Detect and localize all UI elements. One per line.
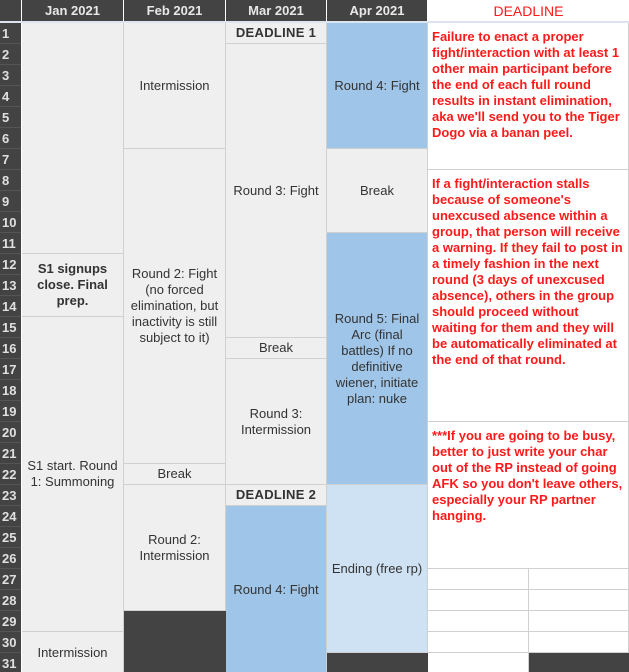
deadline-note[interactable]: Failure to enact a proper fight/interact… — [428, 23, 629, 170]
row-number[interactable]: 2 — [0, 44, 21, 65]
empty-cell[interactable] — [529, 632, 629, 653]
header-jan[interactable]: Jan 2021 — [22, 0, 123, 21]
mar-cell[interactable]: DEADLINE 1 — [226, 23, 327, 44]
empty-cell[interactable] — [428, 653, 529, 672]
row-number[interactable]: 28 — [0, 590, 21, 611]
row-number[interactable]: 17 — [0, 359, 21, 380]
mar-cell[interactable]: DEADLINE 2 — [226, 485, 327, 506]
row-number[interactable]: 16 — [0, 338, 21, 359]
row-number[interactable]: 14 — [0, 296, 21, 317]
feb-cell[interactable]: Round 2: Intermission — [124, 485, 226, 611]
row-number[interactable]: 18 — [0, 380, 21, 401]
empty-cell[interactable] — [529, 611, 629, 632]
empty-cell[interactable] — [529, 653, 629, 672]
row-number[interactable]: 30 — [0, 632, 21, 653]
row-number[interactable]: 8 — [0, 170, 21, 191]
row-number[interactable]: 7 — [0, 149, 21, 170]
jan-cell[interactable]: Intermission — [22, 632, 124, 672]
row-number[interactable]: 24 — [0, 506, 21, 527]
header-divider — [0, 21, 629, 23]
row-number[interactable]: 19 — [0, 401, 21, 422]
empty-cell[interactable] — [529, 590, 629, 611]
apr-cell[interactable]: Round 5: Final Arc (final battles) If no… — [327, 233, 428, 485]
row-number[interactable]: 20 — [0, 422, 21, 443]
apr-cell[interactable]: Ending (free rp) — [327, 485, 428, 653]
header-feb[interactable]: Feb 2021 — [124, 0, 225, 21]
row-number[interactable]: 26 — [0, 548, 21, 569]
deadline-note[interactable]: ***If you are going to be busy, better t… — [428, 422, 629, 569]
row-number[interactable]: 15 — [0, 317, 21, 338]
jan-cell[interactable]: S1 start. Round 1: Summoning — [22, 317, 124, 632]
header-mar[interactable]: Mar 2021 — [226, 0, 326, 21]
mar-cell[interactable]: Break — [226, 338, 327, 359]
row-number[interactable]: 11 — [0, 233, 21, 254]
row-number[interactable]: 31 — [0, 653, 21, 672]
row-number[interactable]: 5 — [0, 107, 21, 128]
apr-cell[interactable]: Round 4: Fight — [327, 23, 428, 149]
deadline-note[interactable]: If a fight/interaction stalls because of… — [428, 170, 629, 422]
mar-cell[interactable]: Round 4: Fight — [226, 506, 327, 672]
row-number[interactable]: 27 — [0, 569, 21, 590]
row-number[interactable]: 4 — [0, 86, 21, 107]
row-number[interactable]: 9 — [0, 191, 21, 212]
row-number[interactable]: 29 — [0, 611, 21, 632]
row-number[interactable]: 10 — [0, 212, 21, 233]
row-number[interactable]: 21 — [0, 443, 21, 464]
apr-cell[interactable] — [327, 653, 428, 672]
jan-cell[interactable]: S1 signups close. Final prep. — [22, 254, 124, 317]
row-number[interactable]: 25 — [0, 527, 21, 548]
mar-cell[interactable]: Round 3: Intermission — [226, 359, 327, 485]
empty-cell[interactable] — [428, 632, 529, 653]
row-number[interactable]: 13 — [0, 275, 21, 296]
empty-cell[interactable] — [529, 569, 629, 590]
header-deadline[interactable]: DEADLINE — [428, 0, 629, 21]
mar-cell[interactable]: Round 3: Fight — [226, 44, 327, 338]
row-number[interactable]: 1 — [0, 23, 21, 44]
empty-cell[interactable] — [428, 611, 529, 632]
row-number[interactable]: 6 — [0, 128, 21, 149]
row-number[interactable]: 3 — [0, 65, 21, 86]
row-number[interactable]: 23 — [0, 485, 21, 506]
apr-cell[interactable]: Break — [327, 149, 428, 233]
feb-cell[interactable]: Round 2: Fight (no forced elimination, b… — [124, 149, 226, 464]
header-apr[interactable]: Apr 2021 — [327, 0, 427, 21]
row-number[interactable]: 12 — [0, 254, 21, 275]
feb-cell[interactable] — [124, 611, 226, 672]
jan-cell[interactable] — [22, 23, 124, 254]
feb-cell[interactable]: Break — [124, 464, 226, 485]
corner-header[interactable] — [0, 0, 21, 21]
feb-cell[interactable]: Intermission — [124, 23, 226, 149]
row-number[interactable]: 22 — [0, 464, 21, 485]
empty-cell[interactable] — [428, 569, 529, 590]
empty-cell[interactable] — [428, 590, 529, 611]
